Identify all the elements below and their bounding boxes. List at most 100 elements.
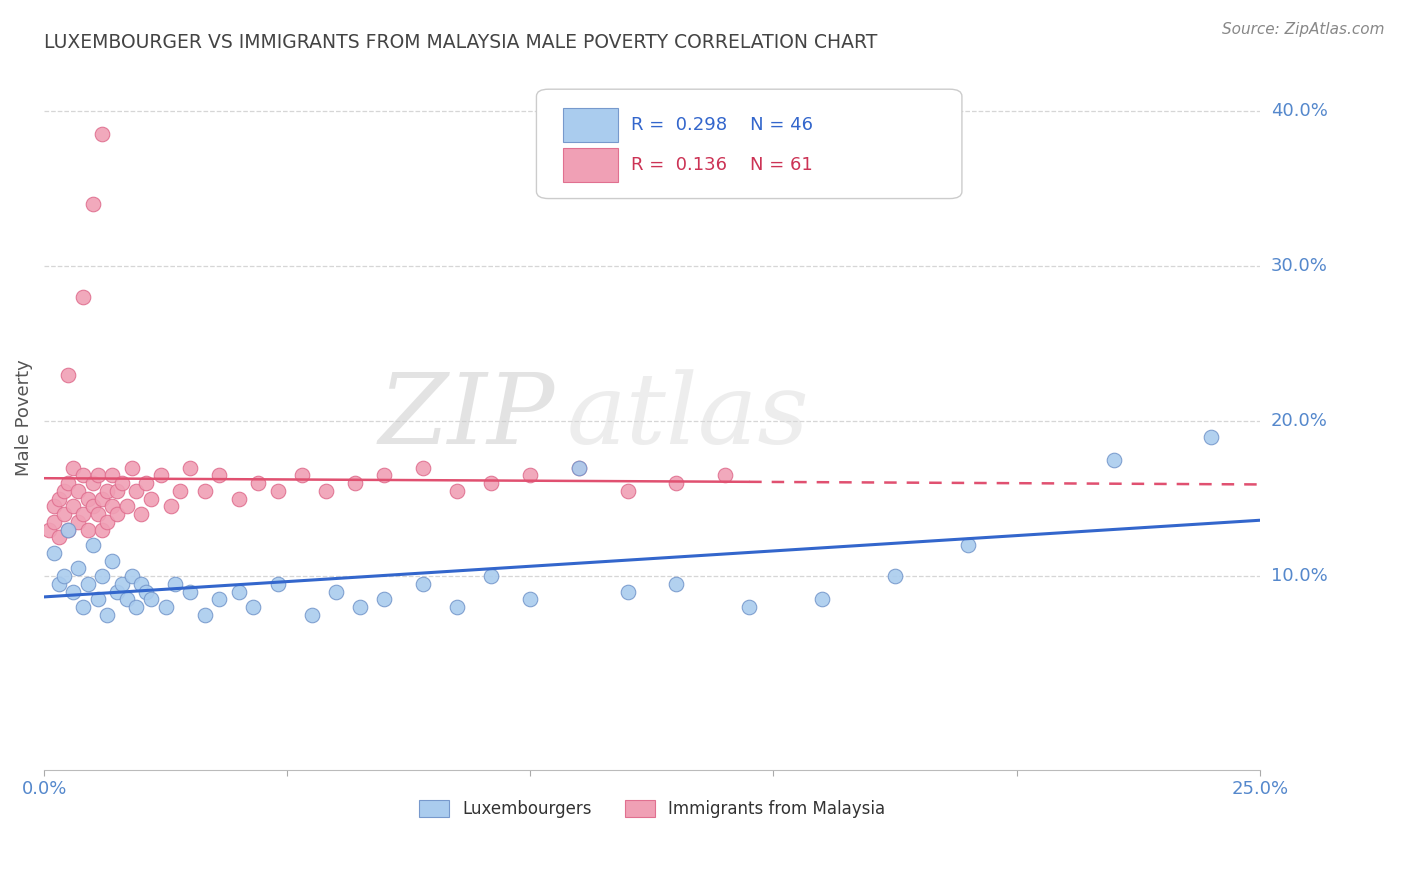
Point	[96, 483, 118, 498]
FancyBboxPatch shape	[564, 148, 617, 182]
Point	[52, 483, 75, 498]
Point	[62, 584, 84, 599]
Point	[155, 600, 177, 615]
Point	[519, 468, 541, 483]
Point	[315, 483, 337, 498]
Point	[121, 460, 143, 475]
Point	[135, 584, 157, 599]
Point	[1102, 453, 1125, 467]
Point	[86, 592, 108, 607]
Point	[242, 600, 264, 615]
Text: Source: ZipAtlas.com: Source: ZipAtlas.com	[1222, 22, 1385, 37]
Point	[67, 515, 90, 529]
Point	[111, 476, 134, 491]
Point	[446, 600, 468, 615]
Point	[105, 483, 128, 498]
Point	[616, 483, 638, 498]
Point	[228, 491, 250, 506]
Point	[884, 569, 907, 583]
Point	[105, 507, 128, 521]
Point	[179, 584, 201, 599]
Point	[139, 491, 162, 506]
Text: 40.0%: 40.0%	[1271, 102, 1327, 120]
Point	[131, 577, 153, 591]
Point	[149, 468, 172, 483]
Point	[101, 554, 124, 568]
Point	[135, 476, 157, 491]
Point	[139, 592, 162, 607]
Point	[194, 483, 217, 498]
Point	[76, 577, 98, 591]
Text: 20.0%: 20.0%	[1271, 412, 1327, 430]
Point	[738, 600, 761, 615]
Point	[179, 460, 201, 475]
Point	[266, 577, 288, 591]
Point	[956, 538, 979, 552]
Point	[714, 468, 737, 483]
Point	[82, 476, 104, 491]
Point	[131, 507, 153, 521]
Point	[115, 592, 138, 607]
Point	[101, 468, 124, 483]
Point	[62, 460, 84, 475]
Point	[72, 290, 94, 304]
Point	[111, 577, 134, 591]
Point	[42, 515, 65, 529]
Point	[67, 561, 90, 575]
Point	[72, 507, 94, 521]
Point	[82, 197, 104, 211]
Point	[72, 468, 94, 483]
Point	[665, 476, 688, 491]
Point	[105, 584, 128, 599]
Point	[373, 468, 395, 483]
Point	[208, 468, 231, 483]
Point	[349, 600, 371, 615]
Text: LUXEMBOURGER VS IMMIGRANTS FROM MALAYSIA MALE POVERTY CORRELATION CHART: LUXEMBOURGER VS IMMIGRANTS FROM MALAYSIA…	[44, 33, 877, 52]
FancyBboxPatch shape	[537, 89, 962, 199]
Legend: Luxembourgers, Immigrants from Malaysia: Luxembourgers, Immigrants from Malaysia	[412, 794, 891, 825]
Point	[82, 500, 104, 514]
Point	[48, 577, 70, 591]
Point	[58, 368, 80, 382]
Text: 30.0%: 30.0%	[1271, 257, 1327, 275]
Point	[101, 500, 124, 514]
Point	[48, 530, 70, 544]
Point	[665, 577, 688, 591]
Point	[266, 483, 288, 498]
Point	[82, 538, 104, 552]
Point	[412, 577, 434, 591]
Point	[373, 592, 395, 607]
Point	[228, 584, 250, 599]
Y-axis label: Male Poverty: Male Poverty	[15, 359, 32, 475]
Point	[481, 569, 503, 583]
Point	[519, 592, 541, 607]
Point	[811, 592, 834, 607]
Point	[91, 491, 114, 506]
Point	[446, 483, 468, 498]
Point	[169, 483, 191, 498]
Point	[58, 523, 80, 537]
Point	[208, 592, 231, 607]
Point	[568, 460, 591, 475]
Text: R =  0.136    N = 61: R = 0.136 N = 61	[631, 156, 813, 174]
Point	[247, 476, 270, 491]
Point	[165, 577, 187, 591]
Point	[96, 515, 118, 529]
Point	[481, 476, 503, 491]
Point	[412, 460, 434, 475]
Point	[125, 483, 148, 498]
Point	[115, 500, 138, 514]
Point	[1199, 429, 1222, 443]
Point	[52, 507, 75, 521]
Point	[159, 500, 181, 514]
Point	[568, 460, 591, 475]
Point	[76, 491, 98, 506]
Point	[86, 507, 108, 521]
Point	[325, 584, 347, 599]
Point	[291, 468, 314, 483]
Point	[58, 476, 80, 491]
FancyBboxPatch shape	[564, 108, 617, 142]
Point	[96, 607, 118, 622]
Point	[48, 491, 70, 506]
Text: 10.0%: 10.0%	[1271, 567, 1327, 585]
